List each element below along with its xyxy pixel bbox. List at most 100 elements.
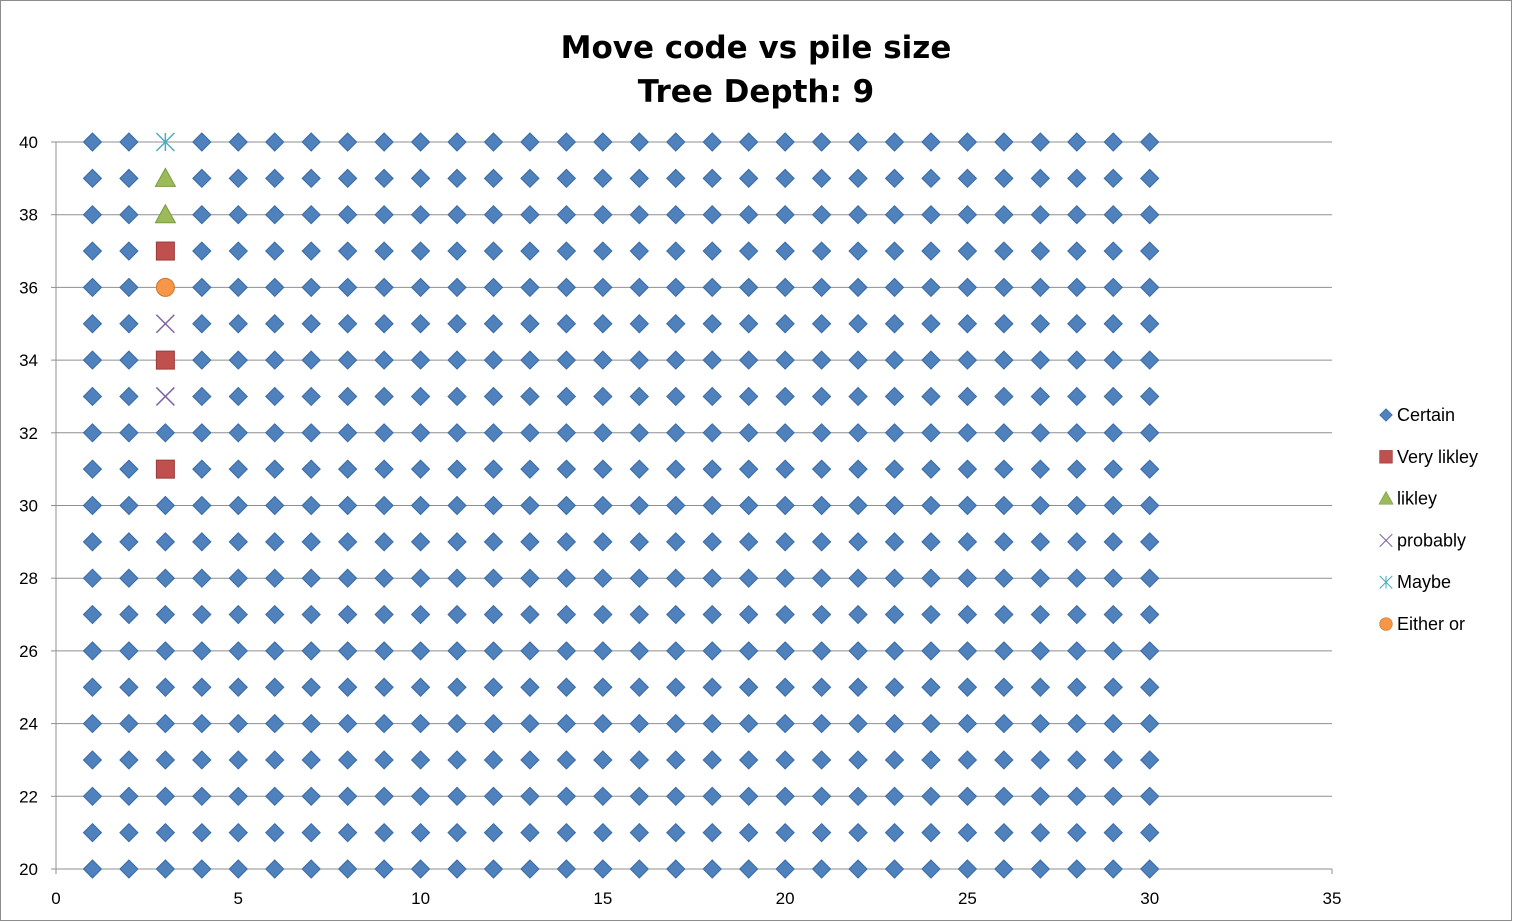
point-certain bbox=[483, 241, 504, 261]
point-certain bbox=[848, 423, 868, 443]
legend-label-maybe: Maybe bbox=[1397, 572, 1451, 592]
point-certain bbox=[994, 277, 1014, 298]
point-certain bbox=[228, 604, 248, 625]
point-certain bbox=[301, 168, 321, 189]
point-certain bbox=[483, 423, 504, 443]
point-certain bbox=[119, 677, 139, 697]
point-certain bbox=[374, 604, 394, 625]
point-certain bbox=[1140, 386, 1160, 407]
point-certain bbox=[483, 786, 504, 807]
point-certain bbox=[957, 750, 978, 770]
point-certain bbox=[119, 786, 139, 807]
point-certain bbox=[884, 132, 905, 152]
point-certain bbox=[1067, 277, 1087, 298]
point-certain bbox=[593, 241, 613, 261]
point-certain bbox=[593, 677, 613, 697]
point-certain bbox=[775, 277, 795, 298]
point-certain bbox=[192, 568, 212, 588]
point-certain bbox=[884, 314, 905, 334]
point-certain bbox=[1067, 677, 1087, 697]
legend-label-very-likley: Very likley bbox=[1397, 447, 1478, 467]
point-certain bbox=[520, 423, 540, 443]
point-certain bbox=[82, 168, 103, 189]
point-certain bbox=[119, 314, 139, 334]
point-certain bbox=[119, 641, 139, 661]
point-certain bbox=[447, 859, 467, 879]
point-certain bbox=[228, 677, 248, 697]
point-certain bbox=[1140, 423, 1160, 443]
point-certain bbox=[374, 641, 394, 661]
point-certain bbox=[155, 532, 176, 552]
point-certain bbox=[192, 423, 212, 443]
point-certain bbox=[265, 204, 285, 225]
point-certain bbox=[1103, 386, 1123, 407]
point-certain bbox=[556, 277, 577, 298]
point-certain bbox=[410, 168, 431, 189]
point-certain bbox=[1140, 350, 1160, 370]
point-certain bbox=[702, 568, 722, 588]
point-certain bbox=[957, 132, 978, 152]
point-certain bbox=[119, 350, 139, 370]
point-certain bbox=[702, 750, 722, 770]
point-certain bbox=[848, 859, 868, 879]
point-certain bbox=[994, 568, 1014, 588]
point-certain bbox=[994, 350, 1014, 370]
point-certain bbox=[520, 641, 540, 661]
point-certain bbox=[410, 786, 431, 807]
point-certain bbox=[265, 859, 285, 879]
point-certain bbox=[884, 859, 905, 879]
point-certain bbox=[556, 495, 577, 516]
point-certain bbox=[1030, 822, 1051, 843]
point-certain bbox=[119, 604, 139, 625]
point-certain bbox=[593, 568, 613, 588]
point-certain bbox=[994, 132, 1014, 152]
point-certain bbox=[520, 786, 540, 807]
point-certain bbox=[738, 241, 759, 261]
point-certain bbox=[994, 786, 1014, 807]
legend-label-likley: likley bbox=[1397, 489, 1437, 509]
point-certain bbox=[447, 459, 467, 479]
point-certain bbox=[811, 423, 832, 443]
point-certain bbox=[265, 386, 285, 407]
point-certain bbox=[1103, 859, 1123, 879]
point-certain bbox=[556, 241, 577, 261]
point-certain bbox=[994, 386, 1014, 407]
point-certain bbox=[192, 204, 212, 225]
point-certain bbox=[775, 386, 795, 407]
point-certain bbox=[884, 423, 905, 443]
point-certain bbox=[119, 423, 139, 443]
point-certain bbox=[228, 314, 248, 334]
point-certain bbox=[884, 677, 905, 697]
y-tick-label: 38 bbox=[19, 206, 38, 225]
point-certain bbox=[957, 532, 978, 552]
point-certain bbox=[1067, 168, 1087, 189]
point-certain bbox=[848, 822, 868, 843]
point-certain bbox=[192, 168, 212, 189]
point-certain bbox=[410, 204, 431, 225]
point-certain bbox=[82, 386, 103, 407]
point-certain bbox=[884, 495, 905, 516]
point-certain bbox=[483, 132, 504, 152]
point-certain bbox=[119, 495, 139, 516]
point-certain bbox=[228, 168, 248, 189]
point-certain bbox=[811, 277, 832, 298]
point-certain bbox=[192, 277, 212, 298]
point-certain bbox=[775, 750, 795, 770]
point-certain bbox=[666, 495, 686, 516]
point-certain bbox=[155, 786, 176, 807]
point-certain bbox=[1067, 132, 1087, 152]
point-certain bbox=[228, 568, 248, 588]
point-certain bbox=[374, 495, 394, 516]
point-certain bbox=[738, 822, 759, 843]
point-certain bbox=[957, 314, 978, 334]
point-certain bbox=[1140, 277, 1160, 298]
y-tick-label: 28 bbox=[19, 569, 38, 588]
point-certain bbox=[1067, 532, 1087, 552]
point-certain bbox=[520, 314, 540, 334]
legend-marker-either-or bbox=[1379, 617, 1393, 631]
point-certain bbox=[82, 750, 103, 770]
point-certain bbox=[1103, 495, 1123, 516]
point-certain bbox=[811, 532, 832, 552]
point-certain bbox=[921, 786, 941, 807]
